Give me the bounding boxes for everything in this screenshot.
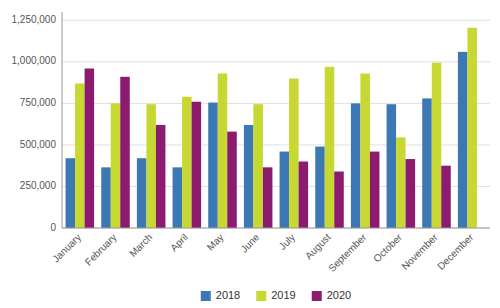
x-tick-label: June (238, 231, 261, 254)
bar (156, 125, 166, 228)
grid-line (62, 61, 490, 62)
bar (467, 28, 477, 228)
legend-swatch (201, 291, 211, 301)
bar (387, 104, 397, 228)
legend-label: 2018 (216, 289, 240, 301)
y-tick-label: 1,250,000 (12, 14, 57, 25)
bar (208, 103, 218, 228)
x-tick-label: February (83, 232, 119, 268)
bar (334, 172, 344, 228)
bar (66, 158, 76, 228)
x-tick-label: November (399, 231, 440, 272)
y-axis-line (62, 12, 63, 228)
grid-line (62, 20, 490, 21)
legend-swatch (312, 291, 322, 301)
y-tick-label: 750,000 (20, 97, 57, 108)
bar (325, 67, 335, 228)
bar (120, 77, 130, 228)
x-axis-line (62, 228, 490, 229)
bar (218, 73, 228, 228)
x-tick-label: March (127, 232, 154, 259)
bar (299, 162, 309, 228)
bar (406, 159, 416, 228)
bar (396, 137, 406, 228)
bars (66, 28, 477, 228)
x-tick-label: December (435, 231, 476, 272)
y-tick-label: 0 (50, 222, 56, 233)
grid-line (62, 228, 490, 229)
bar (280, 152, 290, 228)
bar (315, 147, 325, 228)
x-tick-label: July (277, 232, 297, 252)
bar (146, 104, 156, 228)
bar (351, 103, 361, 228)
bar (360, 73, 370, 228)
y-tick-label: 1,000,000 (12, 55, 57, 66)
legend-swatch (256, 291, 266, 301)
x-tick-label: May (205, 232, 226, 253)
bar (182, 97, 192, 228)
bar (75, 83, 85, 228)
y-grid (62, 20, 490, 228)
y-tick-label: 500,000 (20, 139, 57, 150)
bar (441, 166, 451, 228)
legend-label: 2019 (271, 289, 295, 301)
bar (289, 78, 299, 228)
legend-label: 2020 (327, 289, 351, 301)
x-tick-label: August (303, 231, 333, 261)
bar (458, 52, 468, 228)
bar (137, 158, 147, 228)
bar (432, 63, 442, 228)
bar (244, 125, 254, 228)
x-tick-label: September (326, 231, 369, 274)
bar (85, 68, 95, 228)
bar (422, 98, 432, 228)
x-tick-label: October (371, 231, 404, 264)
x-tick-label: April (168, 232, 190, 254)
bar (111, 103, 121, 228)
x-tick-label: January (50, 232, 83, 265)
bar (227, 132, 237, 228)
y-tick-label: 250,000 (20, 180, 57, 191)
chart: 0 250,000 500,000 750,000 1,000,000 1,250,000… (0, 0, 500, 308)
bar (101, 167, 111, 228)
bar (253, 104, 263, 228)
bar (263, 167, 273, 228)
bar (370, 152, 380, 228)
bar (173, 167, 183, 228)
legend: 2018 2019 2020 (201, 289, 351, 301)
bar (192, 102, 202, 228)
